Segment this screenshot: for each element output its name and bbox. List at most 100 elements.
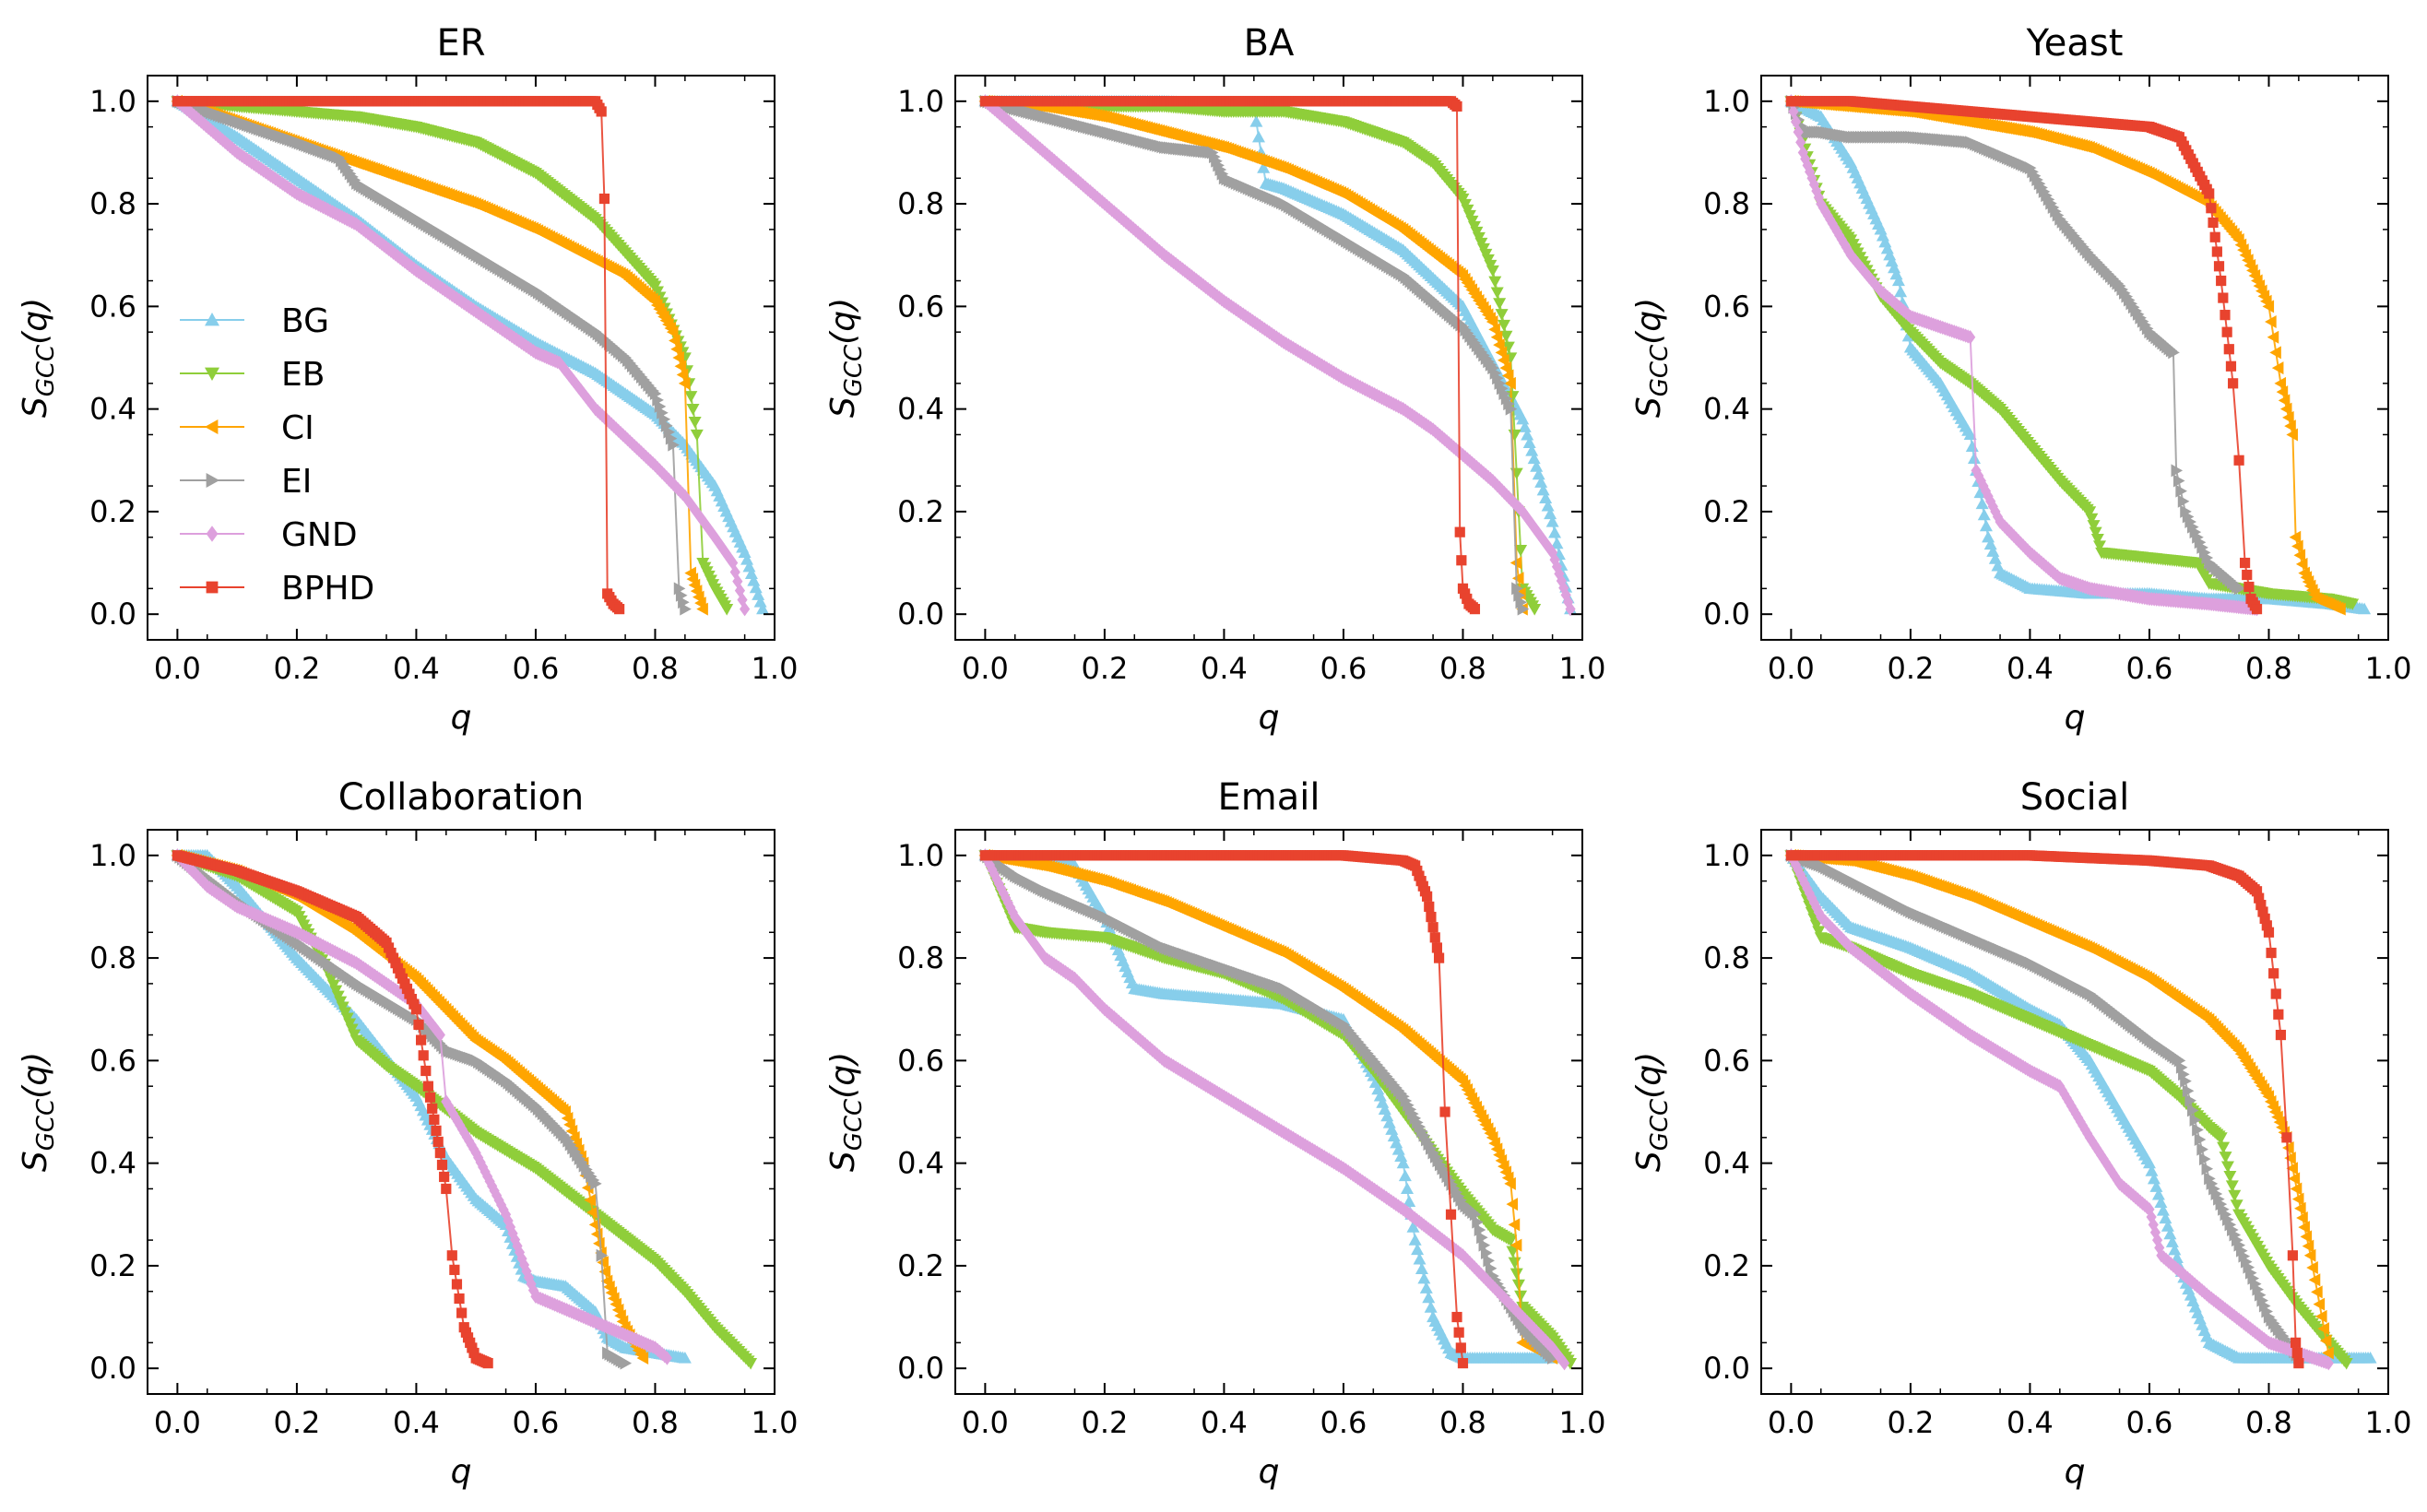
data-point bbox=[2242, 569, 2253, 581]
data-point bbox=[1499, 330, 1513, 343]
data-point bbox=[1514, 545, 1528, 557]
y-axis-label: SGCC(q) bbox=[1630, 298, 1674, 418]
data-point bbox=[668, 438, 680, 452]
data-point bbox=[2233, 582, 2246, 596]
data-point bbox=[2279, 402, 2292, 416]
data-point bbox=[2267, 330, 2279, 344]
data-point bbox=[1806, 171, 1817, 185]
panel-er: ER0.0 0.2 0.4 0.6 0.8 1.00.00.20.40.60.81.0qS… bbox=[17, 22, 798, 737]
data-point bbox=[614, 604, 625, 615]
data-point bbox=[678, 376, 691, 390]
data-point bbox=[1532, 467, 1545, 480]
data-point bbox=[2089, 526, 2102, 539]
y-tick-label: 0.2 bbox=[89, 494, 136, 529]
data-point bbox=[666, 325, 679, 339]
data-point bbox=[1530, 460, 1544, 472]
x-tick-label: 0.6 bbox=[513, 651, 560, 686]
data-point bbox=[596, 106, 607, 117]
data-point bbox=[690, 429, 704, 442]
x-tick-label: 0.8 bbox=[1439, 651, 1486, 686]
data-point bbox=[2085, 513, 2099, 526]
data-point bbox=[2284, 419, 2296, 433]
plot-frame bbox=[147, 75, 775, 641]
plot-frame bbox=[954, 75, 1583, 641]
data-point bbox=[2269, 346, 2281, 360]
data-point bbox=[2274, 376, 2287, 390]
y-tick-label: 0.4 bbox=[89, 392, 136, 427]
data-point bbox=[2295, 557, 2308, 571]
data-point bbox=[1894, 285, 1908, 298]
legend-label: BG bbox=[281, 302, 329, 340]
legend-marker bbox=[206, 581, 219, 594]
series-line bbox=[177, 854, 645, 1359]
data-point bbox=[2271, 361, 2284, 375]
y-tick-label: 0.0 bbox=[89, 597, 136, 632]
series-ci bbox=[171, 848, 649, 1365]
data-point bbox=[672, 351, 684, 364]
data-point bbox=[2291, 539, 2303, 553]
data-point bbox=[1454, 526, 1465, 537]
legend-entry-bg: BG bbox=[180, 302, 329, 340]
data-point bbox=[740, 601, 751, 617]
y-tick-label: 0.6 bbox=[897, 289, 944, 324]
data-point bbox=[1508, 429, 1521, 442]
data-point bbox=[1967, 452, 1981, 465]
data-point bbox=[742, 560, 756, 573]
data-point bbox=[1973, 486, 1987, 499]
legend-marker bbox=[206, 473, 219, 488]
data-point bbox=[1979, 519, 1993, 532]
panel-title: Yeast bbox=[2026, 22, 2124, 65]
x-tick-label: 0.2 bbox=[273, 651, 320, 686]
data-point bbox=[1504, 376, 1516, 390]
data-point bbox=[1451, 100, 1462, 112]
data-point bbox=[1493, 298, 1507, 310]
data-point bbox=[2206, 203, 2217, 214]
legend-label: CI bbox=[281, 409, 314, 447]
series-ei bbox=[172, 94, 692, 616]
x-tick-label: 1.0 bbox=[752, 651, 799, 686]
data-point bbox=[2220, 310, 2231, 321]
data-point bbox=[2087, 520, 2101, 532]
data-point bbox=[2282, 410, 2294, 424]
legend-label: BPHD bbox=[281, 570, 374, 608]
data-point bbox=[1977, 508, 1991, 521]
legend-marker bbox=[205, 313, 219, 326]
data-point bbox=[1486, 315, 1498, 329]
data-point bbox=[1975, 497, 1989, 510]
data-point bbox=[684, 391, 698, 403]
data-point bbox=[1525, 444, 1539, 456]
data-point bbox=[1486, 265, 1499, 278]
data-point bbox=[1528, 604, 1542, 616]
data-point bbox=[1788, 104, 1799, 119]
data-point bbox=[2243, 581, 2255, 593]
data-point bbox=[670, 342, 682, 356]
series-bphd bbox=[979, 96, 1481, 615]
x-tick-label: 0.2 bbox=[1887, 651, 1934, 686]
data-point bbox=[1975, 473, 1986, 489]
data-point bbox=[1490, 287, 1504, 300]
data-point bbox=[1963, 428, 1977, 441]
data-point bbox=[1522, 436, 1536, 449]
data-point bbox=[2262, 300, 2275, 313]
data-point bbox=[738, 546, 752, 559]
y-tick-label: 0.4 bbox=[897, 392, 944, 427]
data-point bbox=[1534, 476, 1548, 488]
data-point bbox=[678, 1352, 692, 1364]
legend-entry-ci: CI bbox=[180, 409, 314, 447]
data-point bbox=[753, 595, 767, 608]
series-eb bbox=[171, 96, 734, 616]
data-point bbox=[686, 404, 700, 416]
legend-label: EB bbox=[281, 356, 325, 394]
x-tick-label: 0.4 bbox=[393, 651, 440, 686]
data-point bbox=[1811, 183, 1822, 198]
series-line bbox=[1790, 100, 2353, 606]
data-point bbox=[2346, 598, 2360, 611]
data-point bbox=[1456, 555, 1467, 566]
data-point bbox=[2278, 394, 2291, 408]
data-point bbox=[1469, 604, 1481, 615]
y-tick-label: 1.0 bbox=[1703, 84, 1750, 119]
y-tick-label: 0.2 bbox=[1703, 494, 1750, 529]
data-point bbox=[2223, 344, 2234, 355]
data-point bbox=[1501, 341, 1515, 354]
